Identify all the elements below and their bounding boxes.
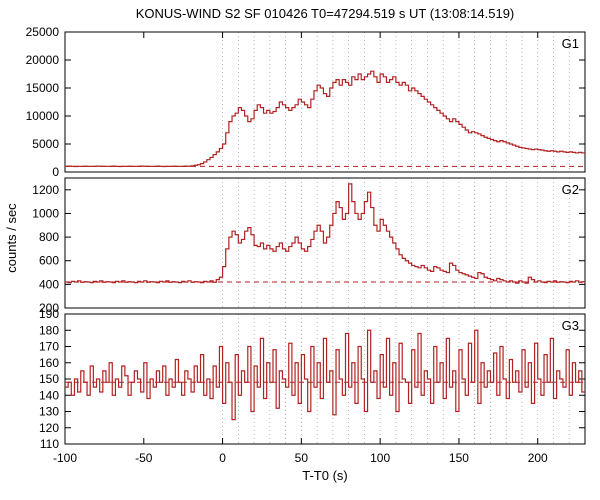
- y-tick-label: 160: [39, 356, 59, 370]
- multiplot-svg: KONUS-WIND S2 SF 010426 T0=47294.519 s U…: [0, 0, 600, 500]
- x-tick-label: -100: [53, 451, 77, 465]
- chart-title: KONUS-WIND S2 SF 010426 T0=47294.519 s U…: [136, 6, 515, 21]
- y-axis-label: counts / sec: [4, 203, 19, 273]
- y-tick-label: 180: [39, 323, 59, 337]
- x-tick-label: 50: [295, 451, 309, 465]
- panel-label: G3: [562, 318, 579, 333]
- x-tick-label: 200: [528, 451, 548, 465]
- y-tick-label: 1200: [32, 183, 59, 197]
- series-line: [65, 330, 585, 419]
- y-tick-label: 150: [39, 372, 59, 386]
- x-tick-label: 150: [449, 451, 469, 465]
- panel-label: G2: [562, 182, 579, 197]
- y-tick-label: 170: [39, 340, 59, 354]
- y-tick-label: 120: [39, 421, 59, 435]
- series-line: [65, 71, 585, 166]
- y-tick-label: 600: [39, 254, 59, 268]
- y-tick-label: 5000: [32, 137, 59, 151]
- x-tick-label: 100: [370, 451, 390, 465]
- y-tick-label: 400: [39, 277, 59, 291]
- y-tick-label: 10000: [26, 109, 60, 123]
- x-tick-label: 0: [219, 451, 226, 465]
- y-tick-label: 20000: [26, 53, 60, 67]
- x-tick-label: -50: [135, 451, 153, 465]
- y-tick-label: 140: [39, 388, 59, 402]
- chart-container: KONUS-WIND S2 SF 010426 T0=47294.519 s U…: [0, 0, 600, 500]
- x-axis-label: T-T0 (s): [302, 468, 348, 483]
- y-tick-label: 1000: [32, 206, 59, 220]
- y-tick-label: 15000: [26, 81, 60, 95]
- y-tick-label: 800: [39, 230, 59, 244]
- y-tick-label: 130: [39, 405, 59, 419]
- y-tick-label: 0: [52, 165, 59, 179]
- panel-label: G1: [562, 36, 579, 51]
- y-tick-label: 110: [40, 437, 59, 451]
- y-tick-label: 25000: [26, 25, 60, 39]
- series-line: [65, 184, 585, 283]
- y-tick-label: 190: [39, 307, 59, 321]
